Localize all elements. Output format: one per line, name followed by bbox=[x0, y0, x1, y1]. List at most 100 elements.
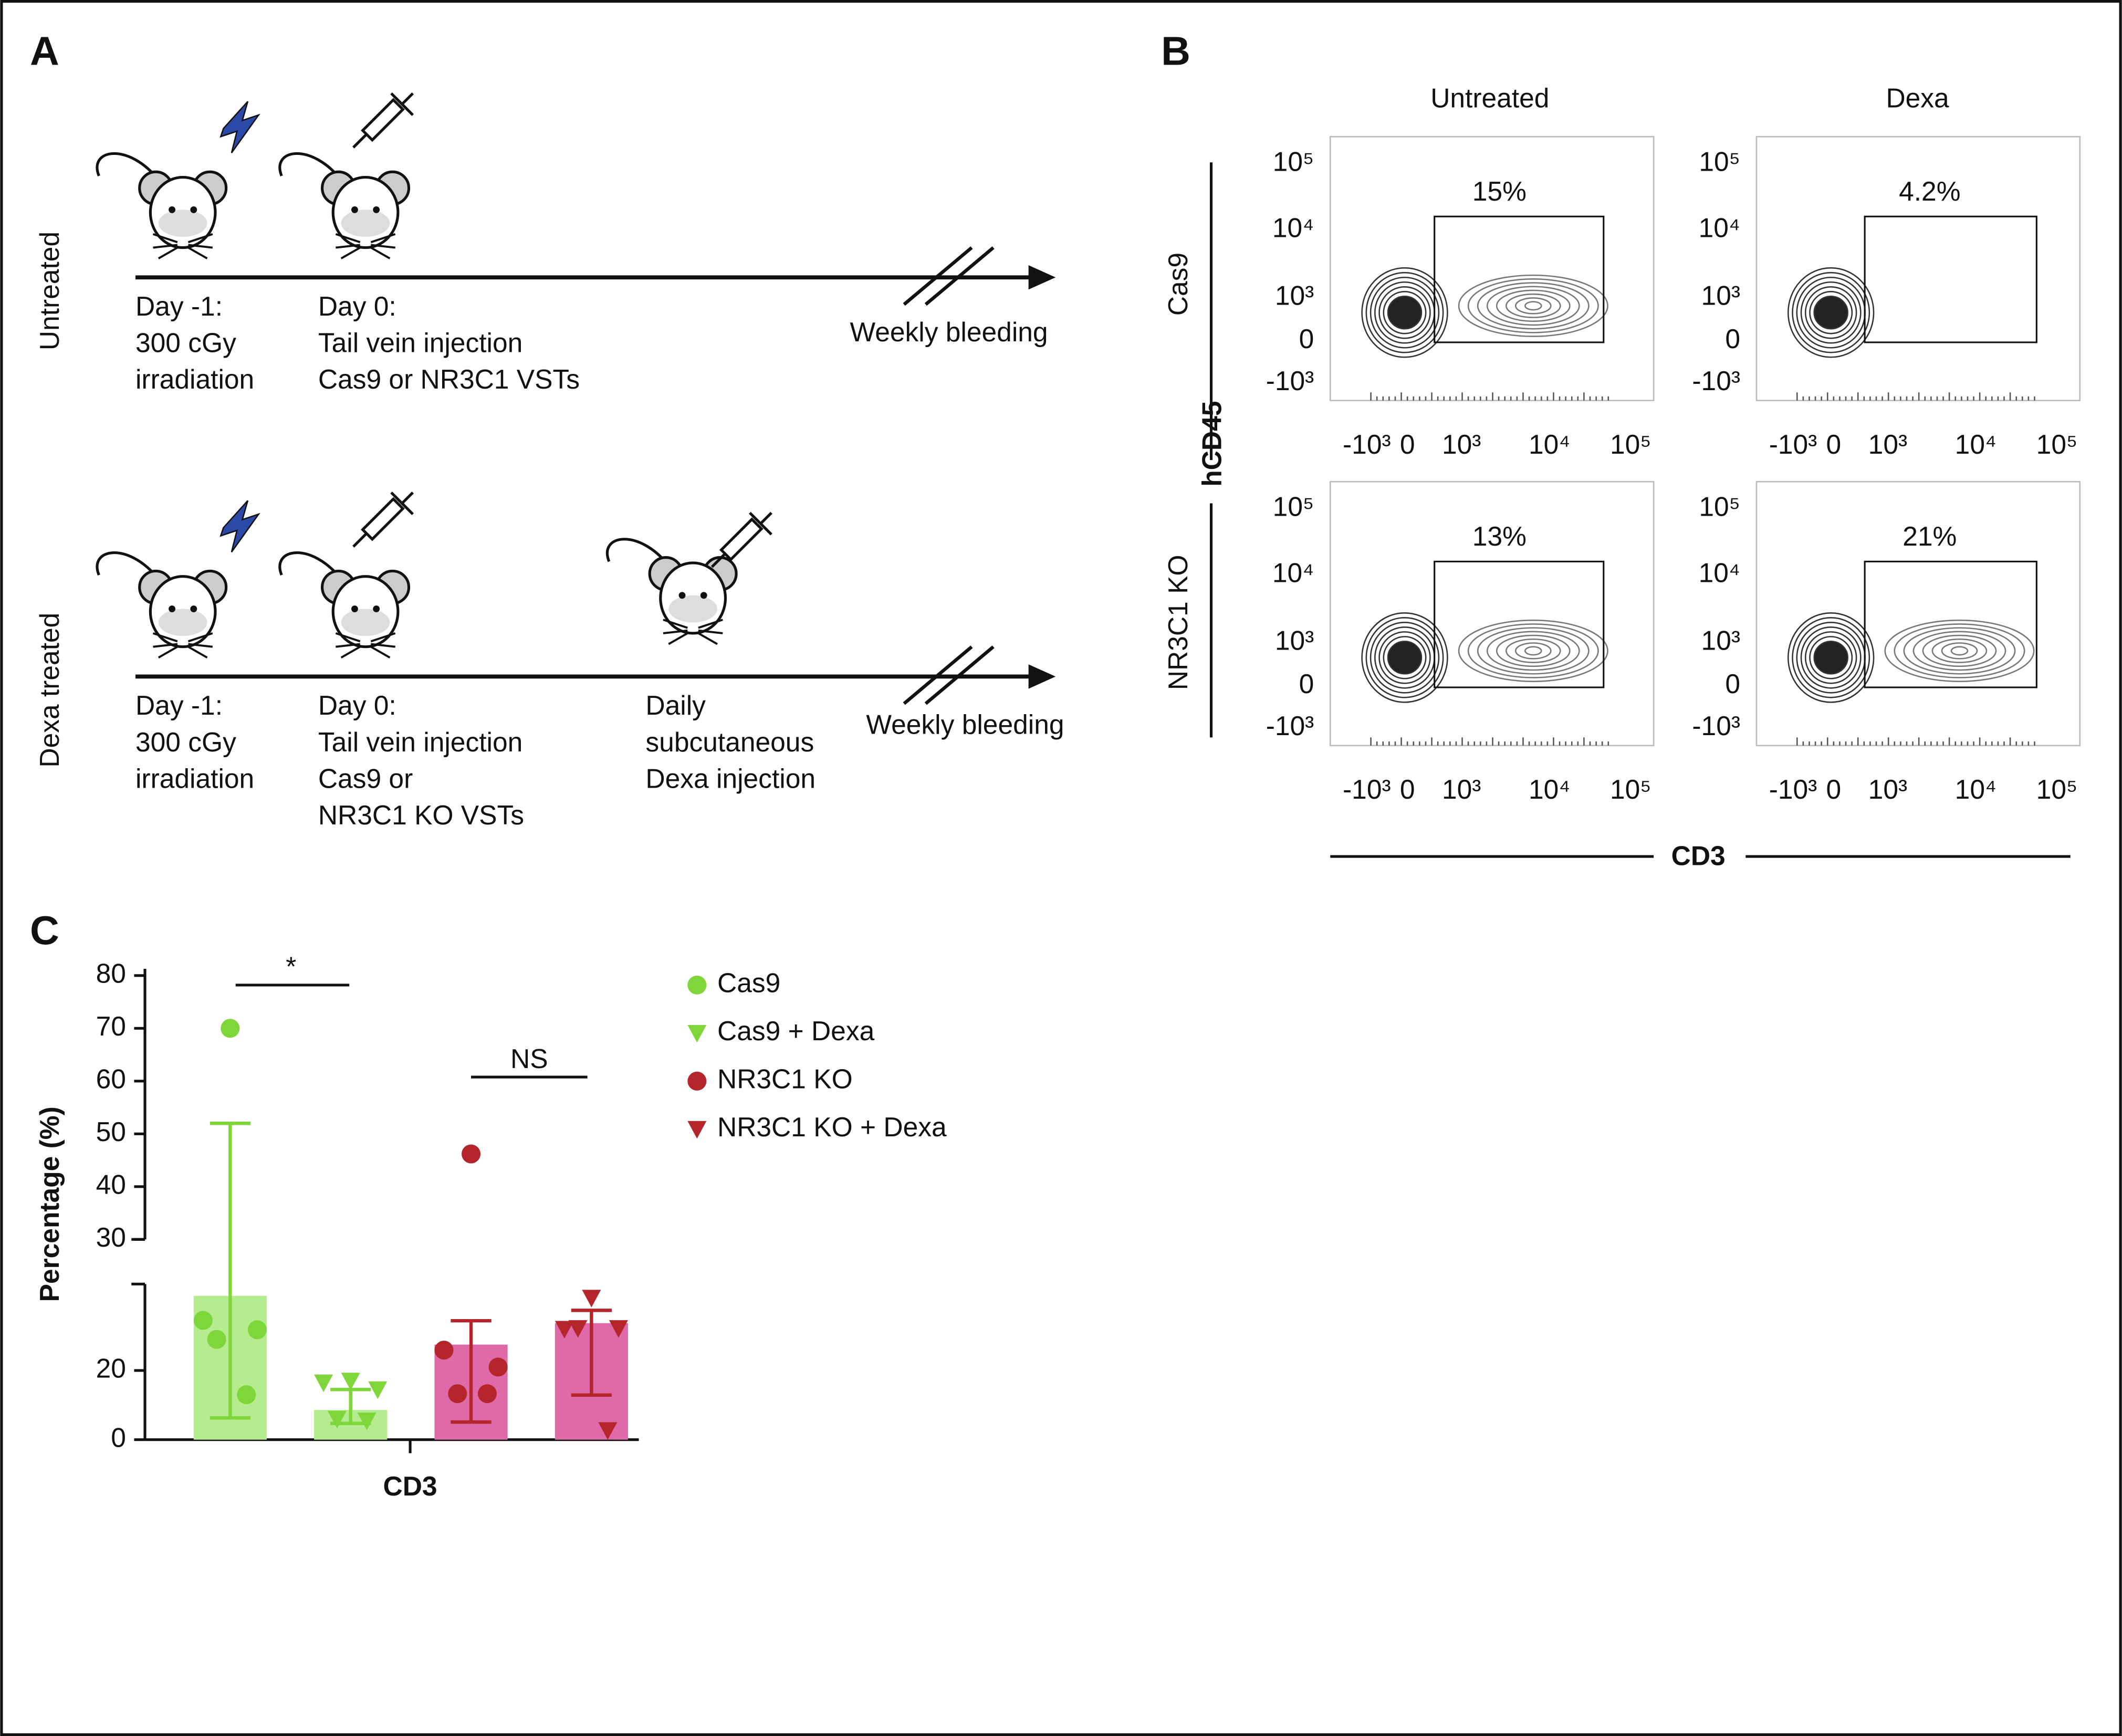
error-bar bbox=[210, 1122, 251, 1420]
contour bbox=[1496, 289, 1571, 322]
data-point bbox=[582, 1290, 601, 1308]
x-axis-label: CD3 bbox=[1671, 840, 1726, 871]
x-tick-label: 10⁵ bbox=[2036, 429, 2078, 459]
contour bbox=[1505, 638, 1561, 663]
y-tick-label: 0 bbox=[1299, 668, 1314, 699]
x-tick-label: 0 bbox=[1400, 429, 1415, 459]
data-point bbox=[357, 1413, 377, 1430]
y-tick-label: 10⁴ bbox=[1699, 558, 1740, 588]
step-text: 300 cGy bbox=[135, 727, 236, 757]
y-tick-label: -10³ bbox=[1692, 710, 1740, 741]
legend-label: Cas9 bbox=[717, 968, 780, 998]
end-text: Weekly bleeding bbox=[850, 317, 1048, 347]
y-tick-label: 10³ bbox=[1275, 280, 1314, 310]
y-axis-label: Percentage (%) bbox=[34, 1106, 65, 1302]
y-tick-label: 20 bbox=[96, 1353, 126, 1384]
x-tick-label: 10³ bbox=[1442, 774, 1481, 804]
y-tick-label: 10³ bbox=[1275, 625, 1314, 656]
contour bbox=[1931, 638, 1988, 663]
contour bbox=[1458, 274, 1608, 337]
x-tick-label: 10⁴ bbox=[1529, 429, 1570, 459]
y-axis-label: hCD45 bbox=[1196, 401, 1227, 487]
contour bbox=[1787, 612, 1875, 703]
legend-label: Cas9 + Dexa bbox=[717, 1016, 875, 1046]
gate-percentage: 15% bbox=[1472, 176, 1527, 206]
data-point bbox=[488, 1357, 508, 1377]
data-point bbox=[568, 1320, 588, 1338]
contour bbox=[1903, 627, 2016, 675]
y-tick-label: 0 bbox=[1299, 323, 1314, 354]
contour bbox=[1477, 627, 1590, 675]
data-point bbox=[461, 1144, 481, 1164]
step-text: NR3C1 KO VSTs bbox=[318, 800, 524, 830]
contour bbox=[1804, 631, 1857, 684]
contour bbox=[1800, 626, 1862, 689]
step-text: Dexa injection bbox=[645, 763, 816, 793]
legend-label: NR3C1 KO bbox=[717, 1063, 853, 1094]
step-text: irradiation bbox=[135, 364, 254, 394]
contour bbox=[1486, 631, 1580, 671]
y-tick-label: 0 bbox=[1725, 668, 1740, 699]
error-bar bbox=[571, 1309, 612, 1397]
step-text: subcutaneous bbox=[645, 727, 814, 757]
y-tick-label: 10⁵ bbox=[1273, 146, 1314, 176]
contour bbox=[1813, 296, 1848, 330]
contour bbox=[1361, 612, 1448, 703]
legend-marker bbox=[687, 1121, 707, 1139]
end-text: Weekly bleeding bbox=[866, 709, 1064, 739]
gate bbox=[1434, 215, 1605, 343]
y-tick-label: 80 bbox=[96, 958, 126, 988]
significance: * bbox=[286, 951, 296, 982]
contour bbox=[1365, 271, 1444, 353]
contour bbox=[1370, 276, 1440, 349]
y-tick-label: 50 bbox=[96, 1116, 126, 1147]
contour bbox=[1515, 642, 1552, 660]
contour bbox=[1787, 267, 1875, 358]
data-point bbox=[368, 1381, 388, 1399]
contour bbox=[1505, 293, 1561, 318]
contour bbox=[1792, 617, 1870, 698]
rule bbox=[903, 246, 973, 306]
y-tick-label: 10⁴ bbox=[1272, 213, 1314, 243]
row-title: Cas9 bbox=[1163, 253, 1193, 316]
step-text: irradiation bbox=[135, 763, 254, 793]
y-tick-label: 10⁴ bbox=[1699, 213, 1740, 243]
y-tick-label: 10³ bbox=[1701, 280, 1740, 310]
contour bbox=[1524, 301, 1542, 311]
row-title: NR3C1 KO bbox=[1163, 555, 1193, 690]
x-tick-label: 10⁵ bbox=[2036, 774, 2078, 804]
x-axis-label: CD3 bbox=[383, 1471, 437, 1501]
data-point bbox=[247, 1320, 267, 1340]
data-point bbox=[207, 1330, 226, 1349]
contour bbox=[1467, 623, 1599, 678]
panel-label: A bbox=[30, 28, 59, 74]
data-point bbox=[434, 1341, 454, 1360]
y-tick-label: -10³ bbox=[1266, 365, 1314, 396]
arrow-head bbox=[1028, 265, 1056, 290]
contour bbox=[1387, 641, 1423, 675]
x-tick-label: 10⁵ bbox=[1610, 774, 1651, 804]
column-title: Untreated bbox=[1430, 82, 1549, 113]
column-title: Dexa bbox=[1886, 82, 1949, 113]
y-tick-label: 10⁴ bbox=[1272, 558, 1314, 588]
data-point bbox=[598, 1422, 618, 1440]
arrow-head bbox=[1028, 664, 1056, 689]
gate-percentage: 21% bbox=[1903, 521, 1957, 551]
legend-label: NR3C1 KO + Dexa bbox=[717, 1112, 947, 1142]
contour bbox=[1792, 271, 1870, 353]
contour bbox=[1383, 636, 1427, 679]
contour bbox=[1387, 296, 1423, 330]
y-tick-label: 10⁵ bbox=[1273, 491, 1314, 521]
y-tick-label: 30 bbox=[96, 1222, 126, 1252]
contour bbox=[1941, 642, 1978, 660]
data-point bbox=[327, 1410, 347, 1429]
y-tick-label: 0 bbox=[1725, 323, 1740, 354]
contour bbox=[1378, 286, 1431, 339]
panel-label: C bbox=[30, 908, 59, 953]
significance: NS bbox=[510, 1043, 548, 1074]
contour bbox=[1524, 646, 1542, 656]
data-point bbox=[237, 1385, 256, 1405]
y-tick-label: 10³ bbox=[1701, 625, 1740, 656]
data-point bbox=[193, 1311, 213, 1330]
